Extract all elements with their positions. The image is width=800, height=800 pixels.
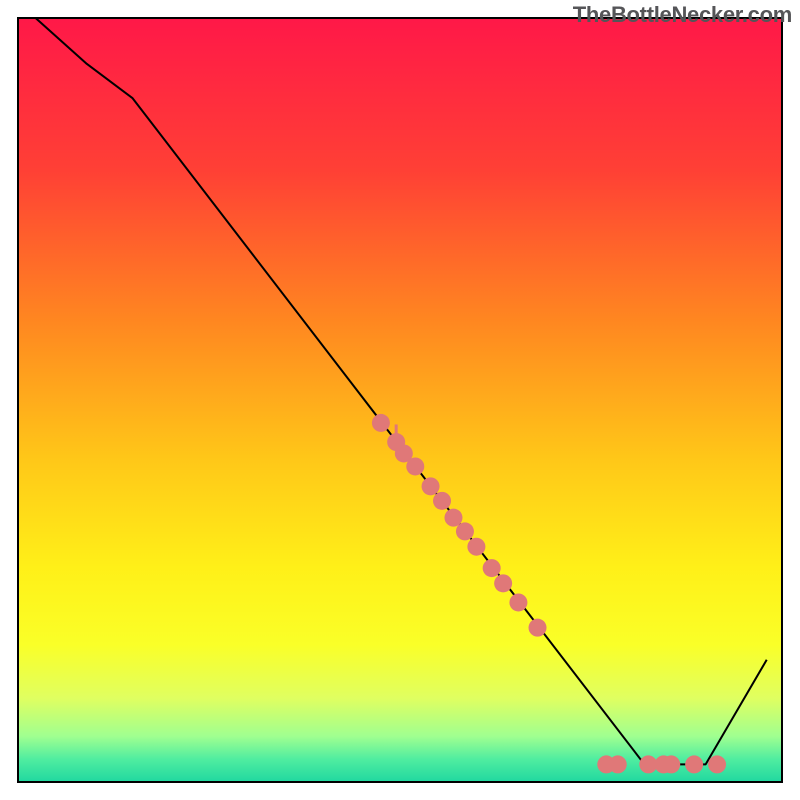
data-point: [406, 457, 424, 475]
data-point: [685, 755, 703, 773]
data-point: [708, 755, 726, 773]
data-point: [372, 414, 390, 432]
chart-svg: [0, 0, 800, 800]
data-point: [483, 559, 501, 577]
data-point: [456, 522, 474, 540]
data-point: [494, 574, 512, 592]
data-point: [529, 619, 547, 637]
data-point: [433, 492, 451, 510]
data-point: [467, 538, 485, 556]
data-point: [422, 477, 440, 495]
data-point: [609, 755, 627, 773]
data-point: [662, 755, 680, 773]
chart-background: [18, 18, 782, 782]
chart-container: TheBottleNecker.com: [0, 0, 800, 800]
data-point: [444, 509, 462, 527]
data-point: [509, 593, 527, 611]
watermark-text: TheBottleNecker.com: [573, 2, 792, 28]
